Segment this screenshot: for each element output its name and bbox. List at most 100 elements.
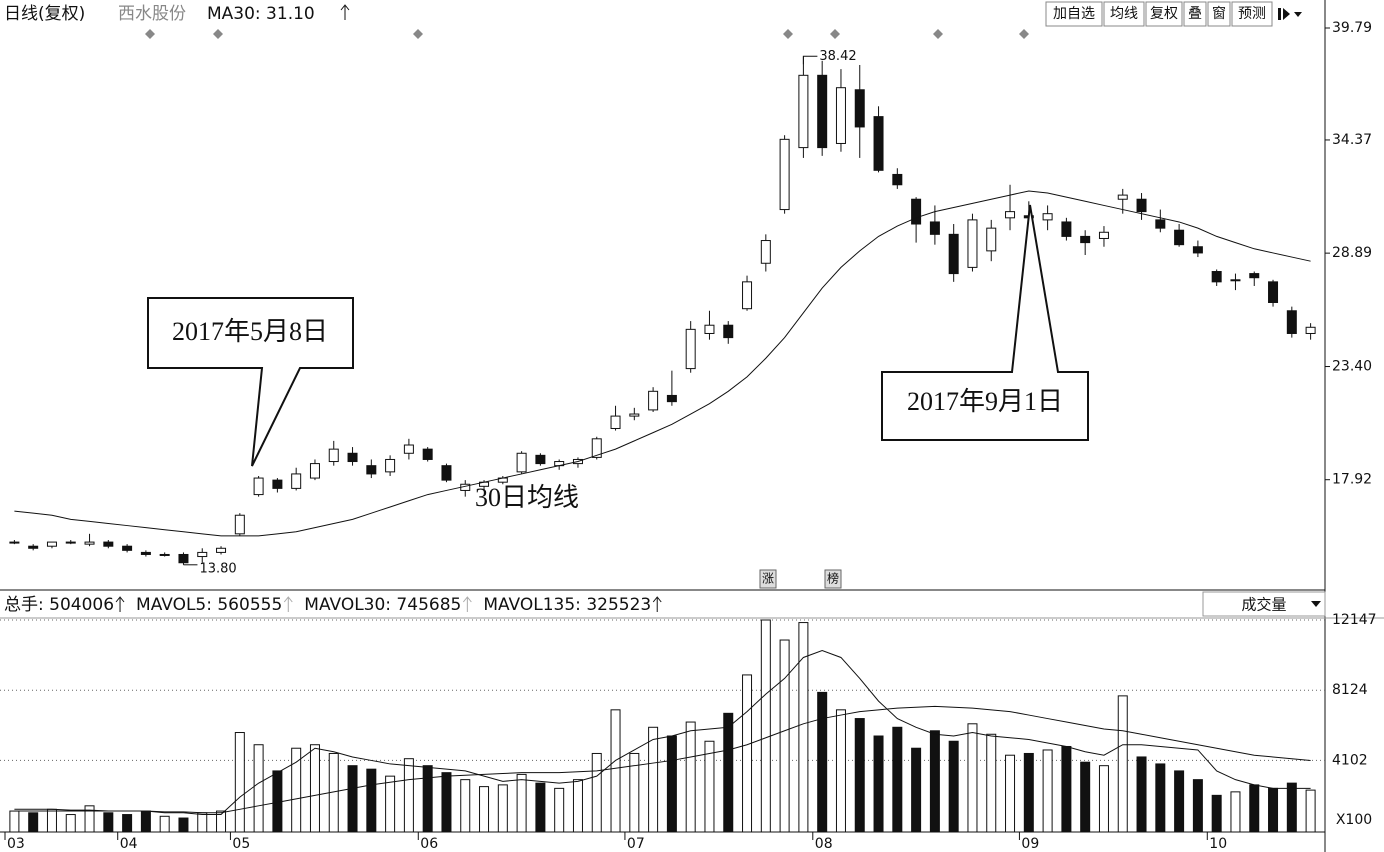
volume-bar	[854, 718, 865, 833]
volume-bar	[554, 787, 565, 833]
volume-bar	[9, 810, 20, 833]
toolbar-button[interactable]	[1045, 1, 1103, 27]
toolbar-button[interactable]	[1145, 1, 1183, 27]
trend-arrow	[462, 596, 472, 612]
event-diamond	[933, 29, 943, 39]
volume-bar	[948, 740, 959, 833]
candle-body	[159, 553, 170, 556]
volume-bar	[835, 709, 846, 833]
volume-bar	[140, 810, 151, 833]
callout-text: 2017年5月8日	[172, 317, 328, 346]
toolbar-button[interactable]	[1231, 1, 1273, 27]
volume-bar	[28, 812, 39, 833]
candle-body	[328, 448, 339, 463]
toolbar-button-label[interactable]: 预测	[1238, 6, 1266, 22]
volume-bar	[1286, 782, 1297, 833]
toolbar-button[interactable]	[1207, 1, 1231, 27]
trend-arrow	[283, 596, 293, 612]
unit-label: X100	[1336, 812, 1372, 828]
volume-bar	[873, 735, 884, 833]
toolbar-button[interactable]	[1103, 1, 1145, 27]
candle-body	[967, 219, 978, 268]
candle-body	[666, 394, 677, 403]
volume-bar	[46, 808, 57, 833]
indicator: MA30: 31.10	[207, 4, 315, 24]
candle-body	[9, 541, 20, 544]
candle-body	[28, 545, 39, 549]
y-tick-label: 28.89	[1332, 245, 1372, 261]
dropdown-arrow[interactable]	[1311, 601, 1321, 607]
candle-body	[366, 465, 377, 475]
candle-body	[309, 463, 320, 479]
toolbar-button-label[interactable]: 叠	[1188, 6, 1202, 22]
ma-line	[14, 190, 1311, 537]
callout-box	[147, 297, 354, 467]
volume-bar	[572, 779, 583, 833]
volume-bar	[892, 726, 903, 833]
candle-body	[272, 479, 283, 489]
candle-body	[1080, 235, 1091, 244]
stock-name: 西水股份	[118, 4, 186, 24]
toolbar-button-label[interactable]: 加自选	[1053, 6, 1095, 22]
peak-pointer	[802, 55, 818, 65]
volume-bar	[1098, 765, 1109, 833]
volume-header: MAVOL5: 560555	[136, 595, 282, 615]
volume-bar	[65, 814, 76, 833]
volume-bar	[1230, 791, 1241, 833]
candle-body	[817, 74, 828, 149]
candle-body	[648, 390, 659, 411]
y-tick-label: 34.37	[1332, 132, 1372, 148]
volume-bar	[723, 712, 734, 833]
volume-bar	[122, 814, 133, 833]
candle-body	[46, 541, 57, 547]
candle-body	[385, 458, 396, 473]
callout-text: 2017年9月1日	[907, 387, 1063, 416]
toolbar-button[interactable]	[1183, 1, 1207, 27]
volume-bar	[1249, 784, 1260, 833]
x-tick-label: 05	[232, 836, 250, 852]
volume-bar	[1080, 761, 1091, 833]
volume-bar	[610, 709, 621, 833]
volume-header: MAVOL30: 745685	[304, 595, 461, 615]
x-tick-label: 10	[1209, 836, 1227, 852]
event-diamond	[830, 29, 840, 39]
volume-bar	[760, 619, 771, 833]
candle-body	[422, 448, 433, 460]
toolbar-button-label[interactable]: 均线	[1110, 6, 1138, 22]
candle-body	[535, 454, 546, 465]
toolbar-more[interactable]	[1278, 8, 1302, 20]
toolbar-button-label[interactable]: 窗	[1212, 5, 1226, 22]
volume-bar	[779, 639, 790, 833]
candle-body	[629, 413, 640, 417]
candle-body	[948, 233, 959, 275]
volume-bar	[1042, 749, 1053, 833]
volume-bar	[234, 732, 245, 833]
volume-bar	[103, 812, 114, 833]
candle-body	[291, 473, 302, 489]
y-tick-label: 39.79	[1332, 20, 1372, 36]
volume-bar	[911, 747, 922, 833]
indicator-select-label[interactable]: 成交量	[1241, 596, 1286, 614]
candle-body	[986, 227, 997, 252]
volume-bar	[1155, 763, 1166, 833]
volume-bar	[1192, 779, 1203, 833]
candle-body	[103, 541, 114, 547]
volume-bar	[1061, 745, 1072, 833]
toolbar-button-label[interactable]: 复权	[1150, 5, 1178, 22]
volume-bar	[84, 805, 95, 833]
candle-body	[854, 89, 865, 128]
volume-bar	[197, 812, 208, 833]
volume-bar	[1023, 752, 1034, 833]
volume-header: MAVOL135: 325523	[483, 595, 651, 615]
candle-body	[1249, 273, 1260, 279]
volume-bar	[403, 758, 414, 833]
volume-bar	[159, 815, 170, 833]
indicator-select[interactable]	[1202, 591, 1326, 617]
low-label: 13.80	[199, 561, 236, 576]
event-diamond	[213, 29, 223, 39]
candle-body	[704, 324, 715, 334]
candle-body	[197, 551, 208, 558]
event-tag-label: 榜	[827, 571, 839, 586]
volume-bar	[629, 752, 640, 833]
